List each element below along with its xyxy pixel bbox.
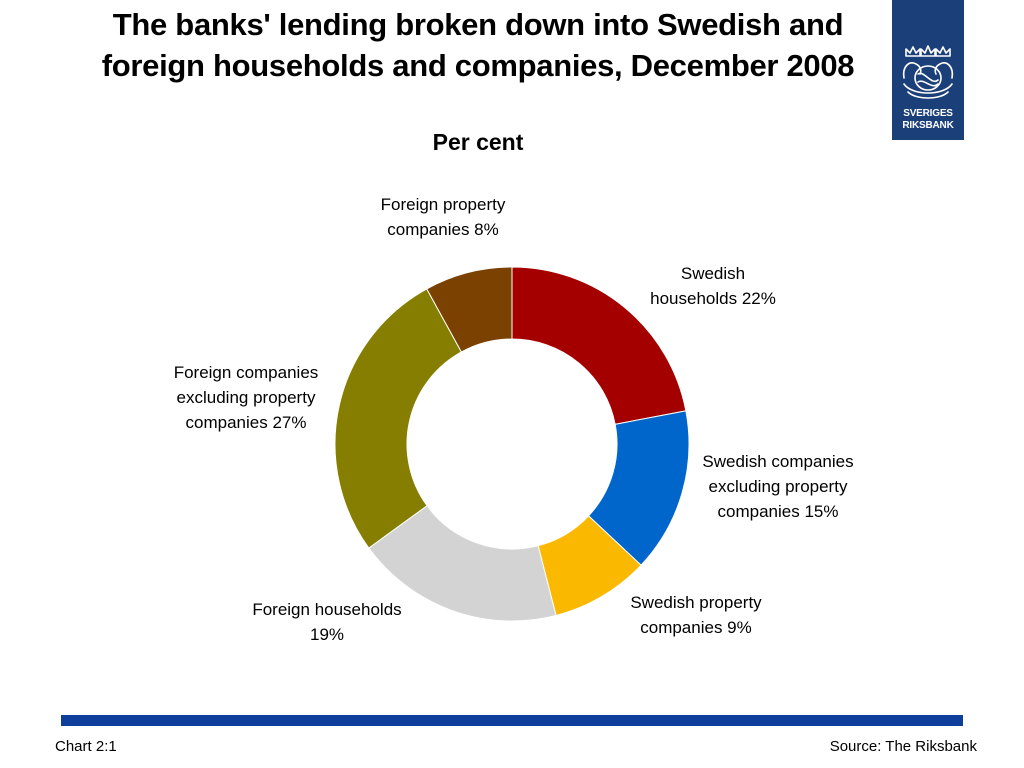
chart-number: Chart 2:1 <box>55 738 117 755</box>
label-foreign-property: Foreign property companies 8% <box>380 195 506 239</box>
label-swedish-companies: Swedish companies excluding property com… <box>702 452 854 521</box>
logo-text-sveriges: SVERIGES <box>903 108 953 119</box>
logo-text-riksbank: RIKSBANK <box>902 120 954 131</box>
slice-swedish-households <box>511 266 687 425</box>
chart-title: The banks' lending broken down into Swed… <box>101 7 855 83</box>
riksbank-crest-icon <box>902 45 954 99</box>
label-swedish-property: Swedish property companies 9% <box>630 593 762 637</box>
slice-foreign-property <box>426 266 513 353</box>
slice-foreign-households <box>368 505 557 622</box>
label-foreign-households: Foreign households 19% <box>252 600 402 644</box>
slice-foreign-companies <box>334 288 463 549</box>
label-foreign-companies: Foreign companies excluding property com… <box>173 363 319 432</box>
source-note: Source: The Riksbank <box>829 738 977 755</box>
chart-subtitle: Per cent <box>432 129 524 155</box>
riksbank-logo: SVERIGES RIKSBANK <box>892 0 964 140</box>
footer-bar <box>61 715 963 726</box>
label-swedish-households: Swedish households 22% <box>650 264 776 308</box>
